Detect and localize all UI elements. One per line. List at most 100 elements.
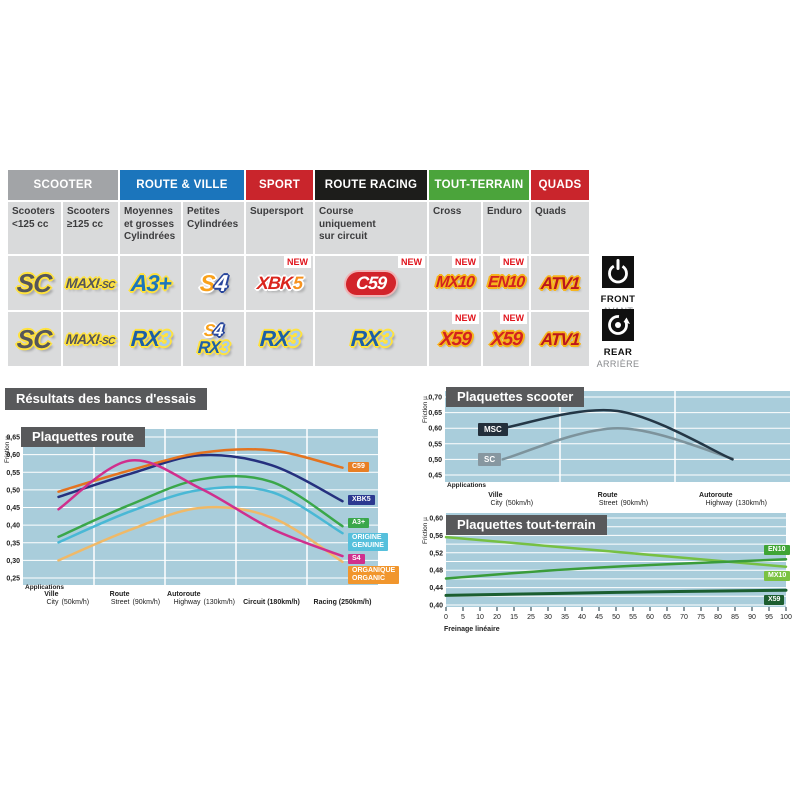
product-cell-rear: NEW X59 bbox=[429, 312, 481, 366]
new-badge: NEW bbox=[452, 312, 479, 324]
product-cell-front: NEW MX10 bbox=[429, 256, 481, 310]
svg-text:65: 65 bbox=[663, 614, 671, 621]
svg-text:(130km/h): (130km/h) bbox=[204, 599, 236, 606]
logo-text: MAXI bbox=[65, 330, 100, 347]
product-cell-front: A3+ bbox=[120, 256, 181, 310]
rear-label: REAR bbox=[603, 347, 633, 358]
new-badge: NEW bbox=[500, 256, 527, 268]
group-header-route-racing: ROUTE RACING bbox=[315, 170, 427, 200]
svg-text:0,48: 0,48 bbox=[429, 568, 443, 575]
product-logo: ATV1 bbox=[540, 274, 580, 293]
series-line-S4 bbox=[57, 458, 344, 558]
chart-scooter-title: Plaquettes scooter bbox=[446, 387, 585, 407]
product-logo: MAXI -SC bbox=[65, 330, 116, 347]
subheader-cell: Course uniquement sur circuit bbox=[315, 202, 427, 254]
svg-text:45: 45 bbox=[595, 614, 603, 621]
group-header-route-ville: ROUTE & VILLE bbox=[120, 170, 244, 200]
subheader-cell: Cross bbox=[429, 202, 481, 254]
front-label: FRONT bbox=[600, 294, 636, 305]
series-label-C59: C59 bbox=[348, 461, 369, 472]
rear-sublabel: ARRIÈRE bbox=[596, 359, 640, 369]
svg-text:Ville: Ville bbox=[488, 492, 502, 499]
subheader-cell: Enduro bbox=[483, 202, 529, 254]
svg-text:(50km/h): (50km/h) bbox=[506, 500, 534, 507]
logo-text: SC bbox=[16, 268, 53, 298]
logo-text: 3 bbox=[158, 326, 172, 351]
product-cell-rear: SC bbox=[8, 312, 61, 366]
svg-text:(90km/h): (90km/h) bbox=[133, 599, 161, 606]
product-logo: X59 bbox=[439, 329, 471, 350]
svg-text:Circuit (180km/h): Circuit (180km/h) bbox=[243, 599, 300, 606]
series-label-A3+: A3+ bbox=[348, 518, 370, 529]
svg-text:0,30: 0,30 bbox=[6, 558, 20, 565]
group-header-sport: SPORT bbox=[246, 170, 313, 200]
series-label-EN10: EN10 bbox=[764, 545, 790, 556]
svg-text:5: 5 bbox=[461, 614, 465, 621]
product-logo: RX 3 bbox=[198, 338, 230, 357]
chart-scooter: Plaquettes scooter 0,70 0,65 0,60 0,55 0,50 0… bbox=[420, 384, 800, 514]
series-line-X59 bbox=[444, 588, 788, 597]
series-line-MX10 bbox=[444, 535, 788, 568]
logo-text: XBK bbox=[256, 273, 294, 293]
new-badge: NEW bbox=[500, 312, 527, 324]
svg-text:Autoroute: Autoroute bbox=[699, 492, 733, 499]
svg-text:0,56: 0,56 bbox=[429, 533, 443, 540]
svg-text:25: 25 bbox=[527, 614, 535, 621]
svg-text:Friction µ: Friction µ bbox=[422, 396, 429, 423]
svg-text:0,70: 0,70 bbox=[428, 395, 442, 402]
series-line-SC bbox=[501, 426, 734, 461]
logo-text: 4 bbox=[213, 321, 224, 340]
group-header-quads: QUADS bbox=[531, 170, 589, 200]
logo-text: -SC bbox=[98, 335, 116, 347]
subheader-cell: Scooters <125 cc bbox=[8, 202, 61, 254]
logo-text: 3 bbox=[219, 338, 230, 357]
series-label-XBK5: XBK5 bbox=[348, 495, 375, 506]
svg-text:0,35: 0,35 bbox=[6, 540, 20, 547]
chart-canvas-route: 0,65 0,60 0,55 0,50 0,45 0,40 0,35 0,30 0,25 Fric… bbox=[4, 429, 378, 606]
series-line-C59 bbox=[57, 447, 344, 493]
svg-text:80: 80 bbox=[714, 614, 722, 621]
product-cell-rear: RX 3 bbox=[315, 312, 427, 366]
series-line-MSC bbox=[501, 408, 734, 461]
svg-text:95: 95 bbox=[765, 614, 773, 621]
svg-text:20: 20 bbox=[493, 614, 501, 621]
svg-text:70: 70 bbox=[680, 614, 688, 621]
series-label-SC: SC bbox=[478, 452, 502, 466]
group-header-tout-terrain: TOUT-TERRAIN bbox=[429, 170, 529, 200]
product-cell-front: SC bbox=[8, 256, 61, 310]
svg-text:Autoroute: Autoroute bbox=[167, 591, 201, 598]
subheader-cell: Quads bbox=[531, 202, 589, 254]
series-line-EN10 bbox=[444, 558, 788, 580]
subheader-cell: Scooters ≥125 cc bbox=[63, 202, 118, 254]
product-logo: SC bbox=[16, 324, 53, 354]
series-line-XBK5 bbox=[57, 453, 344, 503]
logo-text: SC bbox=[16, 324, 53, 354]
svg-text:30: 30 bbox=[544, 614, 552, 621]
svg-text:0,65: 0,65 bbox=[6, 435, 20, 442]
logo-text: RX bbox=[258, 326, 290, 351]
chart-terrain-title: Plaquettes tout-terrain bbox=[446, 515, 607, 535]
svg-text:0,40: 0,40 bbox=[429, 603, 443, 610]
front-marker: FRONT AVANT bbox=[592, 256, 644, 316]
product-cell-front: ATV1 bbox=[531, 256, 589, 310]
product-cell-rear: NEW X59 bbox=[483, 312, 529, 366]
series-label-ORIGINE-GENUINE: ORIGINE GENUINE bbox=[348, 532, 388, 551]
product-logo: RX 3 bbox=[350, 326, 392, 351]
product-cell-rear: MAXI -SC bbox=[63, 312, 118, 366]
product-cell-front: NEW XBK 5 bbox=[246, 256, 313, 310]
svg-text:Street: Street bbox=[599, 500, 618, 507]
product-logo: SC bbox=[16, 268, 53, 298]
group-header-scooter: SCOOTER bbox=[8, 170, 118, 200]
svg-text:0,60: 0,60 bbox=[428, 426, 442, 433]
chart-route: Plaquettes route 0,65 0,60 0,55 0,50 0,45 0,4… bbox=[2, 417, 406, 613]
svg-text:Racing (250km/h): Racing (250km/h) bbox=[314, 599, 372, 606]
product-logo: A3+ bbox=[130, 270, 172, 296]
svg-text:Street: Street bbox=[111, 599, 130, 606]
product-cell-rear: RX 3 bbox=[120, 312, 181, 366]
svg-text:100: 100 bbox=[780, 614, 792, 621]
svg-text:0,60: 0,60 bbox=[6, 452, 20, 459]
series-label-MSC: MSC bbox=[478, 422, 508, 436]
svg-text:Friction µ: Friction µ bbox=[4, 436, 11, 463]
